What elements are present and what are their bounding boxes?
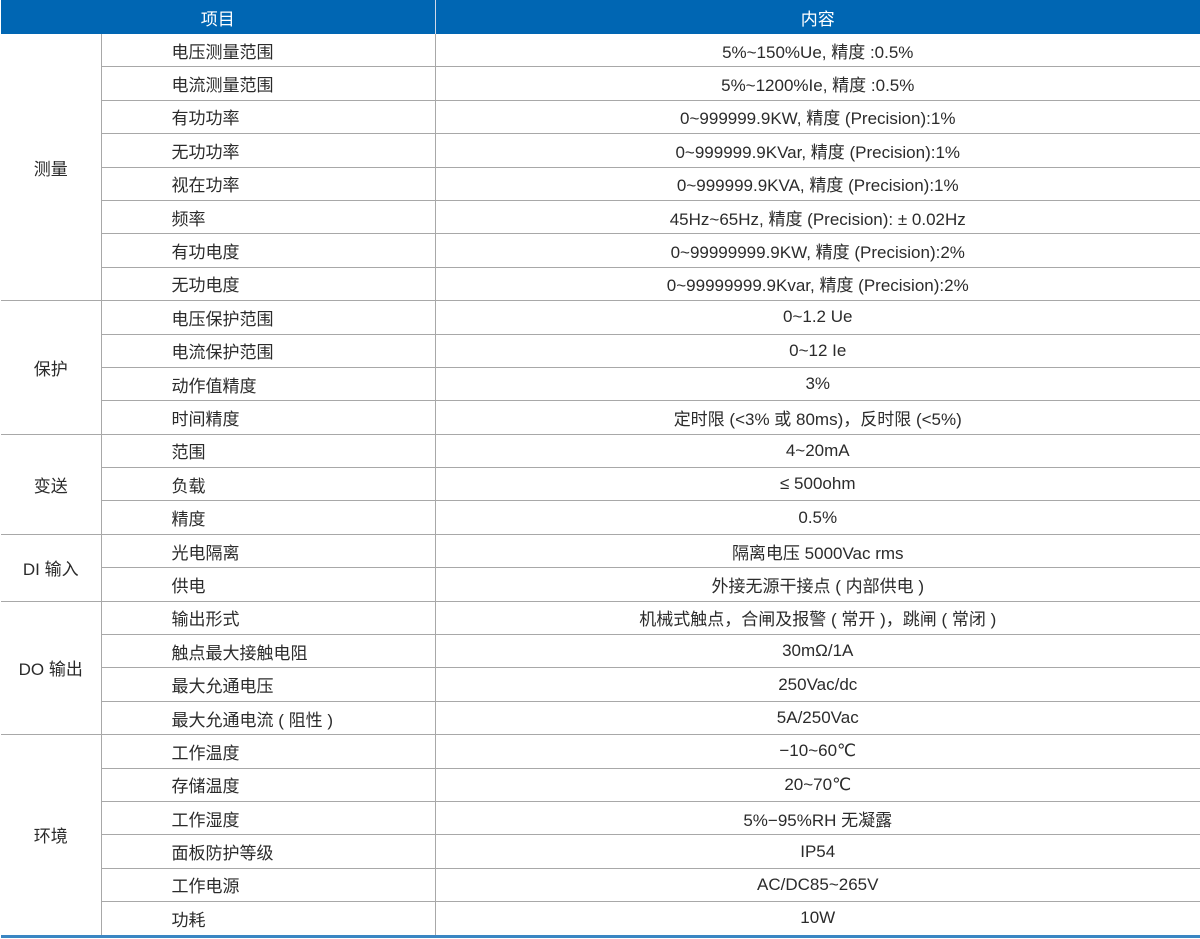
value-cell: 5%~1200%Ie, 精度 :0.5% (434, 66, 1200, 101)
value-cell: 5%~150%Ue, 精度 :0.5% (434, 34, 1200, 67)
item-cell: 负载 (100, 467, 435, 501)
table-row: 面板防护等级 IP54 (1, 834, 1200, 869)
item-cell: 面板防护等级 (100, 834, 435, 869)
item-cell: 视在功率 (100, 166, 435, 201)
value-cell: 隔离电压 5000Vac rms (434, 533, 1200, 568)
table-row: 精度 0.5% (1, 500, 1200, 535)
value-cell: 定时限 (<3% 或 80ms)，反时限 (<5%) (434, 400, 1200, 435)
table-row: 电流保护范围 0~12 Ie (1, 333, 1200, 368)
item-cell: 电流保护范围 (100, 333, 435, 368)
table-row: 变送 范围 4~20mA (1, 433, 1200, 535)
value-cell: 0~999999.9KVar, 精度 (Precision):1% (434, 133, 1200, 168)
table-row: 有功电度 0~99999999.9KW, 精度 (Precision):2% (1, 233, 1200, 268)
header-item: 项目 (1, 0, 435, 34)
group-label: 变送 (1, 433, 101, 535)
table-row: 最大允通电流 ( 阻性 ) 5A/250Vac (1, 700, 1200, 735)
group-label: 环境 (1, 734, 101, 938)
table-row: 保护 电压保护范围 0~1.2 Ue (1, 300, 1200, 435)
value-cell: 0~999999.9KW, 精度 (Precision):1% (434, 99, 1200, 134)
value-cell: 0~12 Ie (434, 333, 1200, 368)
value-cell: 30mΩ/1A (434, 634, 1200, 668)
value-cell: 250Vac/dc (434, 667, 1200, 702)
value-cell: ≤ 500ohm (434, 467, 1200, 501)
value-cell: AC/DC85~265V (434, 867, 1200, 902)
table-row: 时间精度 定时限 (<3% 或 80ms)，反时限 (<5%) (1, 400, 1200, 435)
value-cell: 0~99999999.9Kvar, 精度 (Precision):2% (434, 266, 1200, 301)
item-cell: 范围 (100, 433, 435, 468)
value-cell: 0~99999999.9KW, 精度 (Precision):2% (434, 233, 1200, 268)
item-cell: 工作温度 (100, 734, 435, 769)
table-row: DI 输入 光电隔离 隔离电压 5000Vac rms (1, 533, 1200, 602)
table-row: 环境 工作温度 −10~60℃ (1, 734, 1200, 938)
item-cell: 电压保护范围 (100, 300, 435, 335)
item-cell: 动作值精度 (100, 366, 435, 401)
item-cell: 有功电度 (100, 233, 435, 268)
item-cell: 电流测量范围 (100, 66, 435, 101)
value-cell: 机械式触点，合闸及报警 ( 常开 )，跳闸 ( 常闭 ) (434, 600, 1200, 635)
header-content: 内容 (434, 0, 1200, 34)
item-cell: 光电隔离 (100, 533, 435, 568)
table-row: 触点最大接触电阻 30mΩ/1A (1, 634, 1200, 668)
item-cell: 精度 (100, 500, 435, 535)
table-row: 无功功率 0~999999.9KVar, 精度 (Precision):1% (1, 133, 1200, 168)
value-cell: 外接无源干接点 ( 内部供电 ) (434, 567, 1200, 602)
group-label: DO 输出 (1, 600, 101, 735)
value-cell: 5%−95%RH 无凝露 (434, 800, 1200, 835)
table-row: 最大允通电压 250Vac/dc (1, 667, 1200, 702)
table-row: 有功功率 0~999999.9KW, 精度 (Precision):1% (1, 99, 1200, 134)
value-cell: −10~60℃ (434, 734, 1200, 769)
item-cell: 输出形式 (100, 600, 435, 635)
value-cell: 20~70℃ (434, 767, 1200, 802)
table-row: 视在功率 0~999999.9KVA, 精度 (Precision):1% (1, 166, 1200, 201)
value-cell: 5A/250Vac (434, 700, 1200, 735)
item-cell: 存储温度 (100, 767, 435, 802)
item-cell: 无功电度 (100, 266, 435, 301)
table-row: 功耗 10W (1, 901, 1200, 938)
table-row: 电流测量范围 5%~1200%Ie, 精度 :0.5% (1, 66, 1200, 101)
value-cell: 3% (434, 366, 1200, 401)
value-cell: 0~999999.9KVA, 精度 (Precision):1% (434, 166, 1200, 201)
table-row: 供电 外接无源干接点 ( 内部供电 ) (1, 567, 1200, 602)
item-cell: 工作电源 (100, 867, 435, 902)
item-cell: 有功功率 (100, 99, 435, 134)
table-row: DO 输出 输出形式 机械式触点，合闸及报警 ( 常开 )，跳闸 ( 常闭 ) (1, 600, 1200, 735)
table-row: 无功电度 0~99999999.9Kvar, 精度 (Precision):2% (1, 266, 1200, 301)
item-cell: 时间精度 (100, 400, 435, 435)
item-cell: 触点最大接触电阻 (100, 634, 435, 668)
item-cell: 电压测量范围 (100, 34, 435, 67)
group-label: 测量 (33, 159, 68, 179)
table-row: 工作湿度 5%−95%RH 无凝露 (1, 800, 1200, 835)
item-cell: 功耗 (100, 901, 435, 938)
item-cell: 供电 (100, 567, 435, 602)
table-row: 动作值精度 3% (1, 366, 1200, 401)
group-label: DI 输入 (1, 533, 101, 602)
item-cell: 最大允通电压 (100, 667, 435, 702)
table-header-row: 项目 内容 (1, 0, 1200, 34)
table-row: 频率 45Hz~65Hz, 精度 (Precision): ± 0.02Hz (1, 199, 1200, 234)
value-cell: 45Hz~65Hz, 精度 (Precision): ± 0.02Hz (434, 199, 1200, 234)
item-cell: 工作湿度 (100, 800, 435, 835)
group-label: 保护 (1, 300, 101, 435)
table-row: 测量 电压测量范围 5%~150%Ue, 精度 :0.5% (1, 34, 1200, 179)
value-cell: 4~20mA (434, 433, 1200, 468)
value-cell: 10W (434, 901, 1200, 938)
item-cell: 无功功率 (100, 133, 435, 168)
value-cell: 0.5% (434, 500, 1200, 535)
item-cell: 最大允通电流 ( 阻性 ) (100, 700, 435, 735)
value-cell: IP54 (434, 834, 1200, 869)
value-cell: 0~1.2 Ue (434, 300, 1200, 335)
table-row: 负载 ≤ 500ohm (1, 467, 1200, 501)
table-row: 存储温度 20~70℃ (1, 767, 1200, 802)
table-body: 测量 电压测量范围 5%~150%Ue, 精度 :0.5% 电流测量范围 5%~1200… (1, 34, 1200, 938)
item-cell: 频率 (100, 199, 435, 234)
table-row: 工作电源 AC/DC85~265V (1, 867, 1200, 902)
